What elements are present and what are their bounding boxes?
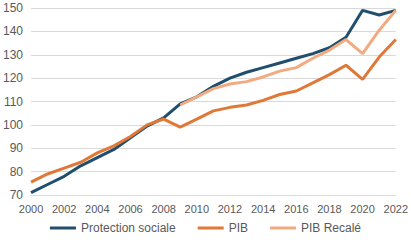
svg-text:2020: 2020	[350, 203, 374, 215]
svg-text:PIB: PIB	[229, 221, 248, 235]
svg-text:2012: 2012	[218, 203, 242, 215]
svg-text:PIB Recalé: PIB Recalé	[301, 221, 361, 235]
svg-text:120: 120	[3, 71, 23, 85]
svg-text:2022: 2022	[384, 203, 408, 215]
svg-text:150: 150	[3, 1, 23, 15]
svg-text:100: 100	[3, 118, 23, 132]
svg-text:2010: 2010	[185, 203, 209, 215]
svg-text:Protection sociale: Protection sociale	[81, 221, 176, 235]
svg-text:2016: 2016	[284, 203, 308, 215]
svg-text:130: 130	[3, 48, 23, 62]
svg-text:2008: 2008	[151, 203, 175, 215]
svg-text:110: 110	[4, 95, 23, 109]
svg-text:2004: 2004	[85, 203, 109, 215]
svg-text:90: 90	[10, 141, 24, 155]
svg-text:140: 140	[3, 24, 23, 38]
svg-text:2002: 2002	[52, 203, 76, 215]
svg-text:2006: 2006	[118, 203, 142, 215]
svg-text:2018: 2018	[317, 203, 341, 215]
svg-text:2000: 2000	[19, 203, 43, 215]
svg-text:2014: 2014	[251, 203, 275, 215]
svg-text:80: 80	[10, 165, 24, 179]
svg-text:70: 70	[10, 188, 24, 202]
